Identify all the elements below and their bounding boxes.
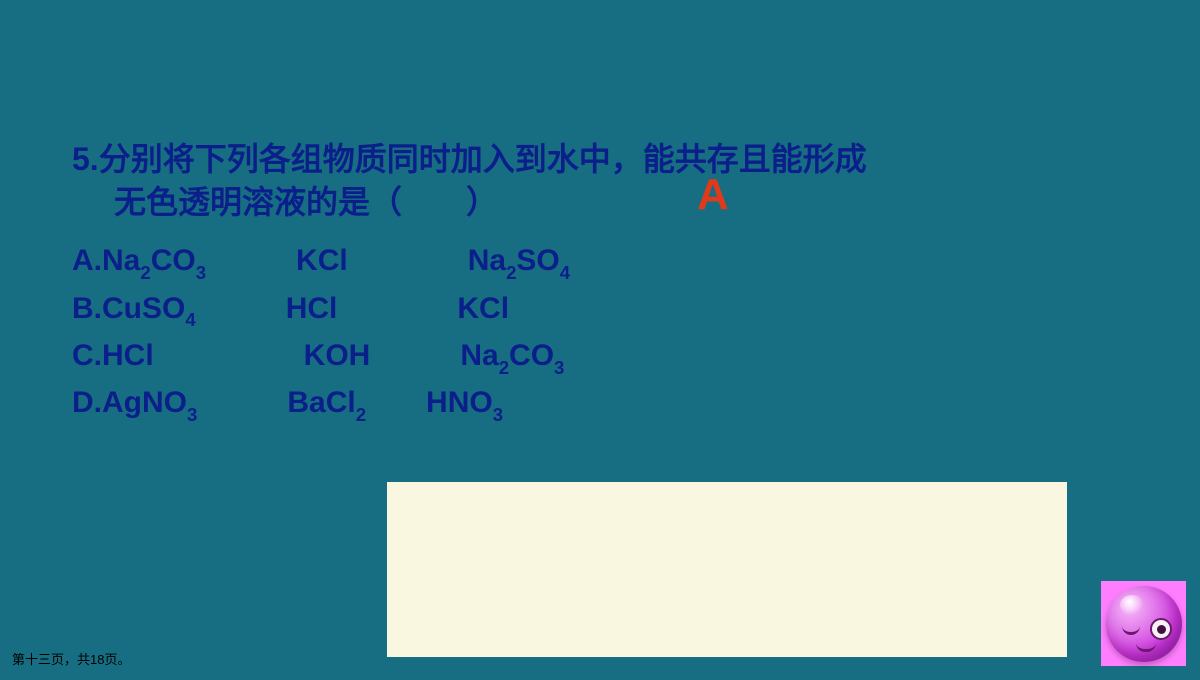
- formula: HNO3: [426, 386, 503, 419]
- option-c: C.HCl KOH Na2CO3: [72, 333, 1152, 380]
- question-line-1: 5.分别将下列各组物质同时加入到水中，能共存且能形成: [72, 138, 1152, 181]
- option-label: D.: [72, 386, 102, 419]
- formula: Na2CO3: [102, 244, 206, 277]
- slide: 5.分别将下列各组物质同时加入到水中，能共存且能形成 无色透明溶液的是（ ） A…: [0, 0, 1200, 680]
- answer-letter: A: [697, 170, 729, 220]
- formula: KCl: [457, 292, 509, 325]
- formula: KCl: [296, 244, 348, 277]
- option-b: B.CuSO4 HCl KCl: [72, 286, 1152, 333]
- options-list: A.Na2CO3 KCl Na2SO4 B.CuSO4 HCl KCl C.HC…: [72, 238, 1152, 427]
- option-label: C.: [72, 339, 102, 372]
- formula: Na2SO4: [468, 244, 570, 277]
- option-d: D.AgNO3 BaCl2 HNO3: [72, 380, 1152, 427]
- eye-open-icon: [1150, 618, 1172, 640]
- formula: HCl: [102, 339, 154, 372]
- blank-panel: [387, 482, 1067, 657]
- formula: BaCl2: [287, 386, 366, 419]
- eye-closed-icon: [1122, 626, 1140, 635]
- option-label: B.: [72, 292, 102, 325]
- orb-icon: [1106, 586, 1182, 662]
- question-block: 5.分别将下列各组物质同时加入到水中，能共存且能形成 无色透明溶液的是（ ） A…: [72, 138, 1152, 427]
- mouth-icon: [1136, 643, 1156, 652]
- formula: AgNO3: [102, 386, 197, 419]
- formula: KOH: [304, 339, 371, 372]
- option-label: A.: [72, 244, 102, 277]
- emoji-orb: [1101, 581, 1186, 666]
- question-line-2: 无色透明溶液的是（ ）: [72, 181, 1152, 224]
- formula: Na2CO3: [460, 339, 564, 372]
- option-a: A.Na2CO3 KCl Na2SO4: [72, 238, 1152, 285]
- formula: HCl: [286, 292, 338, 325]
- page-footer: 第十三页，共18页。: [12, 649, 130, 668]
- formula: CuSO4: [102, 292, 196, 325]
